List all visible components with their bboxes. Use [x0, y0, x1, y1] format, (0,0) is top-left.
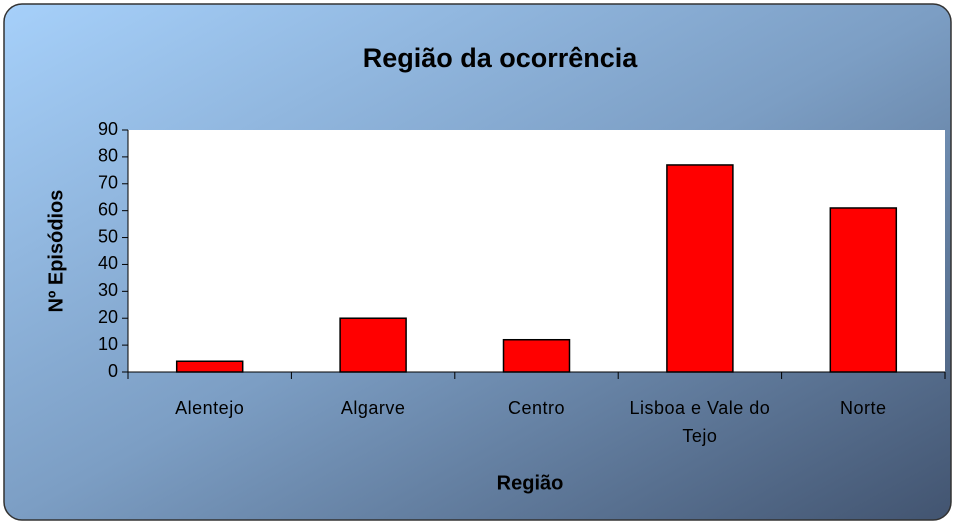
y-tick-label: 10	[98, 334, 118, 354]
x-tick-label: Lisboa e Vale do Tejo	[629, 398, 771, 446]
y-tick-label: 70	[98, 173, 118, 193]
bar	[339, 317, 407, 373]
x-tick-label: Alentejo	[175, 398, 245, 418]
bar	[175, 360, 244, 373]
y-axis-label: Nº Episódios	[45, 190, 67, 313]
y-tick-label: 20	[98, 307, 118, 327]
chart-title: Região da ocorrência	[363, 43, 639, 73]
y-tick-label: 50	[98, 226, 118, 246]
x-tick-label: Centro	[507, 398, 566, 418]
x-axis-label: Região	[497, 472, 564, 494]
y-tick-label: 80	[98, 146, 118, 166]
plot-area	[128, 130, 945, 372]
y-tick-label: 90	[98, 119, 118, 139]
bar	[502, 338, 571, 373]
y-tick-label: 60	[98, 199, 118, 219]
bar	[829, 207, 898, 373]
x-tick-label: Algarve	[340, 398, 406, 418]
y-tick-label: 40	[98, 253, 118, 273]
y-tick-label: 0	[108, 361, 118, 381]
bar	[666, 164, 734, 373]
x-tick-label: Norte	[840, 398, 887, 418]
y-tick-label: 30	[98, 280, 118, 300]
